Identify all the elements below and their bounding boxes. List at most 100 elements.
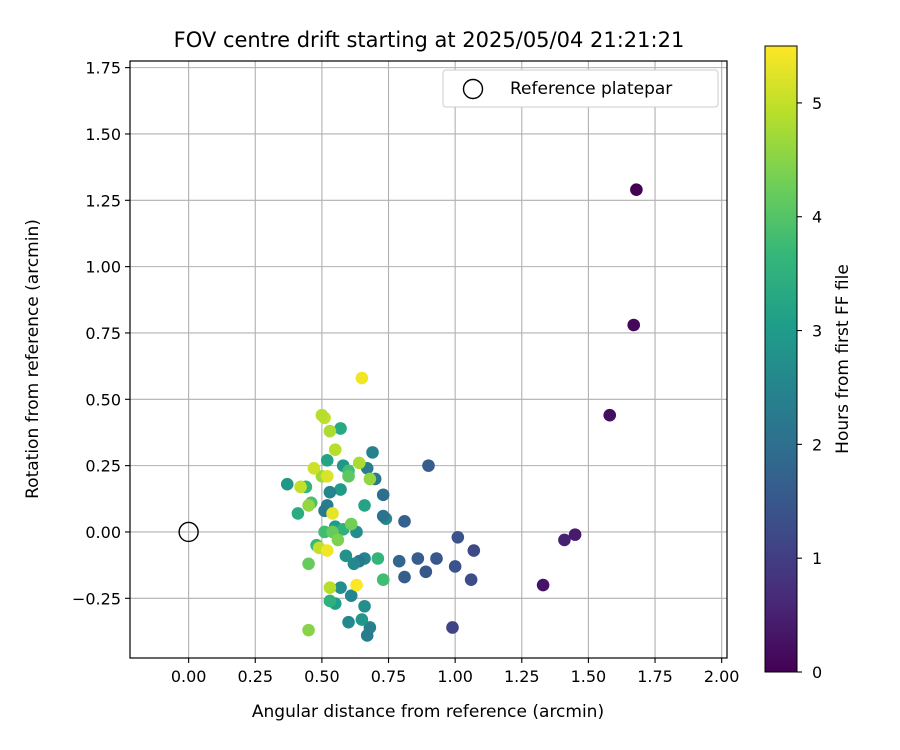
scatter-point	[323, 594, 337, 608]
scatter-point	[326, 507, 339, 520]
colorbar-label: Hours from first FF file	[833, 264, 853, 454]
scatter-point	[334, 581, 347, 594]
x-tick-label: 0.00	[171, 667, 207, 686]
scatter-point	[358, 499, 371, 512]
y-tick-label: 0.25	[85, 457, 121, 476]
x-axis-label: Angular distance from reference (arcmin)	[252, 702, 604, 722]
scatter-point	[558, 533, 571, 547]
plot-frame	[129, 60, 728, 659]
scatter-point	[342, 615, 355, 629]
scatter-point	[334, 483, 347, 496]
x-tick-label: 0.50	[304, 667, 340, 686]
scatter-point	[467, 544, 481, 557]
colorbar-tick-label: 5	[812, 94, 822, 113]
legend-marker-circle-icon	[462, 78, 484, 100]
y-tick-label: 0.00	[85, 523, 121, 542]
scatter-point	[376, 509, 390, 523]
scatter-point	[302, 557, 315, 571]
scatter-point	[398, 570, 411, 584]
y-axis-ticks: −0.25 0.00 0.25 0.50 0.75 1.00 1.25 1.50 1.75	[72, 59, 130, 608]
scatter-point	[320, 544, 334, 557]
scatter-point	[630, 183, 643, 196]
scatter-point	[376, 488, 390, 502]
legend-box	[442, 69, 719, 108]
scatter-point	[294, 480, 307, 494]
scatter-point	[363, 472, 377, 486]
scatter-point	[344, 517, 358, 531]
colorbar-tick-label: 0	[812, 663, 822, 682]
colorbar: 0 1 2 3 4 5 Hours from first FF file	[764, 45, 853, 682]
scatter-point	[411, 552, 425, 565]
x-tick-label: 1.50	[571, 667, 607, 686]
scatter-point	[315, 408, 329, 422]
scatter-point	[451, 530, 465, 544]
scatter-point	[392, 554, 406, 568]
y-axis-label: Rotation from reference (arcmin)	[23, 219, 43, 499]
data-points	[280, 183, 643, 642]
scatter-point	[328, 443, 342, 457]
scatter-point	[280, 477, 294, 491]
scatter-point	[350, 578, 363, 592]
scatter-point	[323, 424, 337, 438]
x-axis-ticks: 0.00 0.25 0.50 0.75 1.00 1.25 1.50 1.75 2.00	[171, 658, 740, 686]
legend: Reference platepar	[442, 69, 719, 108]
y-tick-label: 1.50	[85, 125, 121, 144]
scatter-point	[347, 557, 361, 571]
colorbar-tick-label: 4	[812, 208, 822, 227]
scatter-point	[430, 552, 443, 565]
scatter-point	[320, 454, 334, 467]
scatter-point	[307, 461, 321, 475]
scatter-point	[355, 613, 369, 626]
scatter-point	[302, 499, 315, 512]
x-tick-label: 0.75	[371, 667, 407, 686]
scatter-point	[302, 623, 315, 637]
scatter-point	[568, 528, 582, 541]
scatter-point	[339, 549, 353, 563]
scatter-point	[446, 621, 459, 634]
y-tick-label: 0.75	[85, 324, 121, 343]
x-tick-label: 2.00	[704, 667, 740, 686]
scatter-point	[371, 552, 385, 565]
colorbar-tick-label: 3	[812, 322, 822, 341]
scatter-point	[342, 469, 355, 483]
scatter-point	[323, 485, 337, 499]
scatter-point	[464, 573, 478, 587]
scatter-point	[334, 422, 347, 435]
scatter-point	[627, 318, 641, 332]
x-tick-label: 0.25	[237, 667, 273, 686]
y-tick-label: 1.75	[85, 59, 121, 78]
scatter-point	[323, 581, 337, 594]
scatter-point	[320, 469, 334, 483]
scatter-point	[376, 573, 390, 587]
scatter-point	[422, 459, 435, 472]
scatter-point	[419, 565, 433, 579]
colorbar-ticks: 0 1 2 3 4 5	[797, 94, 822, 682]
colorbar-tick-label: 2	[812, 435, 822, 454]
scatter-point	[536, 578, 550, 592]
legend-label: Reference platepar	[510, 79, 672, 99]
scatter-point	[344, 589, 358, 602]
scatter-point	[358, 599, 371, 613]
y-tick-label: −0.25	[72, 589, 121, 608]
colorbar-tick-label: 1	[812, 549, 822, 568]
reference-marker-layer	[178, 521, 199, 543]
scatter-point	[360, 629, 374, 642]
scatter-point	[448, 560, 462, 573]
scatter-point	[291, 507, 305, 520]
scatter-point	[603, 408, 617, 422]
x-tick-label: 1.00	[437, 667, 473, 686]
colorbar-gradient	[764, 45, 798, 673]
scatter-point	[352, 456, 366, 470]
scatter-point	[398, 515, 411, 528]
scatter-point	[366, 446, 379, 459]
y-tick-label: 1.25	[85, 191, 121, 210]
y-tick-label: 0.50	[85, 390, 121, 409]
x-tick-label: 1.75	[637, 667, 673, 686]
grid-lines	[130, 61, 727, 658]
x-tick-label: 1.25	[504, 667, 540, 686]
scatter-point	[355, 371, 369, 385]
reference-platepar-marker	[178, 521, 199, 543]
scatter-point	[331, 533, 345, 547]
chart-title: FOV centre drift starting at 2025/05/04 …	[174, 28, 685, 52]
